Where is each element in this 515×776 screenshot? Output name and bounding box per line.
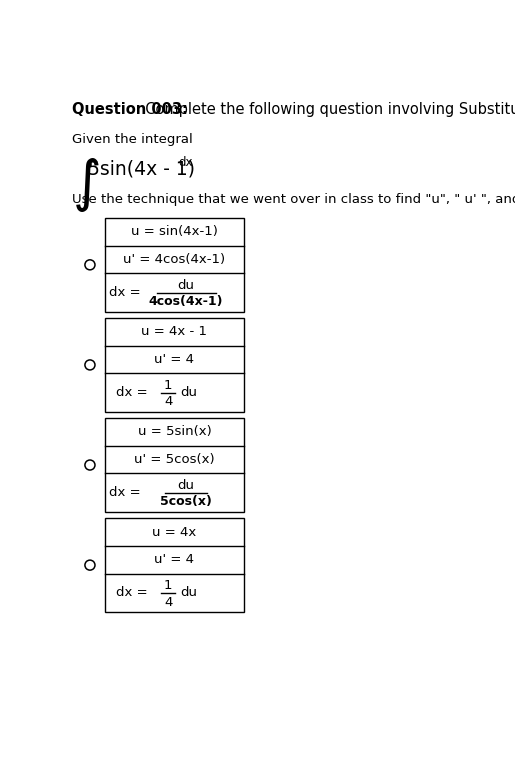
Text: du: du bbox=[181, 587, 198, 599]
Text: Complete the following question involving Substitution Method.: Complete the following question involvin… bbox=[136, 102, 515, 117]
Text: u = sin(4x-1): u = sin(4x-1) bbox=[131, 225, 218, 238]
Text: 4: 4 bbox=[164, 596, 173, 608]
Text: u = 5sin(x): u = 5sin(x) bbox=[138, 425, 211, 438]
Bar bbox=[105, 518, 244, 612]
Bar bbox=[105, 218, 244, 312]
Text: u' = 4: u' = 4 bbox=[154, 553, 195, 566]
Text: dx: dx bbox=[178, 156, 193, 169]
Text: Given the integral: Given the integral bbox=[72, 133, 193, 146]
Text: 4cos(4x-1): 4cos(4x-1) bbox=[149, 296, 224, 308]
Text: 1: 1 bbox=[164, 580, 173, 592]
Text: dx =: dx = bbox=[109, 487, 145, 499]
Text: du: du bbox=[178, 480, 195, 492]
Text: u = 4x - 1: u = 4x - 1 bbox=[142, 325, 208, 338]
Text: Question 003:: Question 003: bbox=[72, 102, 188, 117]
Text: 1: 1 bbox=[164, 379, 173, 392]
Text: du: du bbox=[181, 386, 198, 399]
Text: 4: 4 bbox=[164, 396, 173, 408]
Text: 5cos(x): 5cos(x) bbox=[160, 496, 212, 508]
Text: 5sin(4x - 1): 5sin(4x - 1) bbox=[88, 159, 195, 178]
Text: Use the technique that we went over in class to find "u", " u' ", and "dx".: Use the technique that we went over in c… bbox=[72, 193, 515, 206]
Text: dx =: dx = bbox=[115, 587, 151, 599]
Text: dx =: dx = bbox=[115, 386, 151, 399]
Text: du: du bbox=[178, 279, 195, 292]
Bar bbox=[105, 318, 244, 412]
Text: u' = 5cos(x): u' = 5cos(x) bbox=[134, 453, 215, 466]
Bar bbox=[105, 418, 244, 512]
Text: u' = 4: u' = 4 bbox=[154, 353, 195, 366]
Text: dx =: dx = bbox=[109, 286, 145, 299]
Text: u = 4x: u = 4x bbox=[152, 525, 197, 539]
Text: $\int$: $\int$ bbox=[72, 156, 100, 214]
Text: u' = 4cos(4x-1): u' = 4cos(4x-1) bbox=[124, 253, 226, 266]
